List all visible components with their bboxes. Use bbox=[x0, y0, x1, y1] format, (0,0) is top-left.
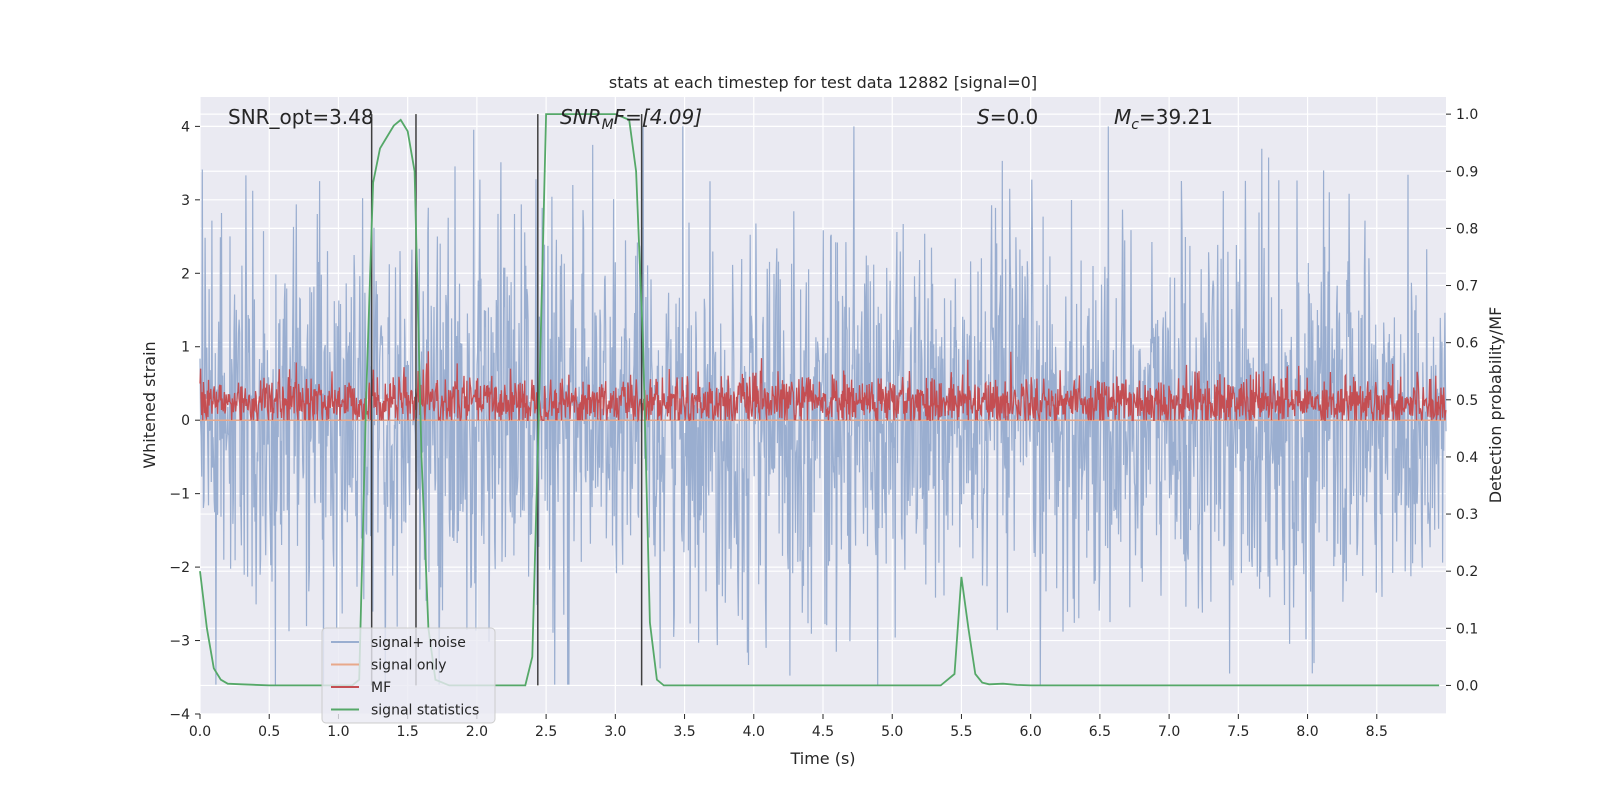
y-tick-label: −2 bbox=[169, 560, 190, 576]
y-tick-label: −1 bbox=[169, 487, 190, 503]
legend-label: signal+ noise bbox=[371, 635, 466, 651]
y-tick-label: 0 bbox=[181, 413, 190, 429]
x-tick-label: 6.5 bbox=[1089, 724, 1111, 740]
annotation-mc-tail: =39.21 bbox=[1139, 105, 1213, 129]
legend-label: MF bbox=[371, 680, 391, 696]
x-tick-label: 1.5 bbox=[397, 724, 419, 740]
y-right-tick-label: 0.5 bbox=[1456, 393, 1478, 409]
y-axis-label: Whitened strain bbox=[140, 341, 159, 468]
x-tick-label: 4.5 bbox=[812, 724, 834, 740]
x-tick-label: 1.0 bbox=[327, 724, 349, 740]
x-tick-label: 8.5 bbox=[1366, 724, 1388, 740]
x-tick-label: 7.0 bbox=[1158, 724, 1180, 740]
annotation-snr-mf-tail: F=[4.09] bbox=[614, 105, 702, 129]
y-axis-right-label: Detection probability/MF bbox=[1486, 307, 1505, 504]
annotation-snr-opt: SNR_opt=3.48 bbox=[228, 105, 374, 129]
y-right-tick-label: 0.2 bbox=[1456, 564, 1478, 580]
annotation-mc-name: M bbox=[1114, 105, 1131, 129]
x-tick-label: 5.5 bbox=[950, 724, 972, 740]
x-tick-label: 8.0 bbox=[1296, 724, 1318, 740]
annotation-s-name: S bbox=[977, 105, 990, 129]
y-tick-label: −3 bbox=[169, 634, 190, 650]
annotation-s: S=0.0 bbox=[977, 105, 1038, 129]
annotation-mc: Mc=39.21 bbox=[1114, 105, 1213, 133]
x-tick-label: 2.5 bbox=[535, 724, 557, 740]
x-tick-label: 0.5 bbox=[258, 724, 280, 740]
annotation-snr-mf: SNRMF=[4.09] bbox=[560, 105, 702, 133]
x-tick-label: 3.0 bbox=[604, 724, 626, 740]
x-tick-label: 5.0 bbox=[881, 724, 903, 740]
y-tick-label: 2 bbox=[181, 266, 190, 282]
y-axis-left: 4 3 2 1 0 −1 −2 −3 −4 bbox=[169, 119, 200, 723]
annotation-snr-mf-sub: M bbox=[602, 117, 614, 133]
x-tick-label: 3.5 bbox=[673, 724, 695, 740]
x-tick-label: 7.5 bbox=[1227, 724, 1249, 740]
y-right-tick-label: 0.4 bbox=[1456, 450, 1478, 466]
annotation-mc-sub: c bbox=[1131, 117, 1139, 133]
legend-box bbox=[321, 627, 496, 724]
annotation-snr-mf-name: SNR bbox=[560, 105, 602, 129]
y-right-tick-label: 0.9 bbox=[1456, 164, 1478, 180]
x-axis: 0.0 0.5 1.0 1.5 2.0 2.5 3.0 3.5 4.0 4.5 5.0 5.5 6.0 6… bbox=[189, 714, 1388, 740]
legend-label: signal only bbox=[371, 658, 446, 674]
y-right-tick-label: 0.6 bbox=[1456, 336, 1478, 352]
x-tick-label: 4.0 bbox=[743, 724, 765, 740]
y-right-tick-label: 0.8 bbox=[1456, 221, 1478, 237]
y-right-tick-label: 0.3 bbox=[1456, 507, 1478, 523]
legend-label: signal statistics bbox=[371, 703, 479, 719]
y-tick-label: 4 bbox=[181, 119, 190, 135]
series-mf bbox=[199, 351, 1447, 423]
y-axis-right: 1.0 0.9 0.8 0.7 0.6 0.5 0.4 0.3 0.2 0.1 0.0 bbox=[1446, 107, 1478, 694]
y-right-tick-label: 0.7 bbox=[1456, 279, 1478, 295]
y-right-tick-label: 1.0 bbox=[1456, 107, 1478, 123]
chart-title: stats at each timestep for test data 128… bbox=[609, 73, 1037, 92]
x-tick-label: 2.0 bbox=[466, 724, 488, 740]
x-tick-label: 6.0 bbox=[1020, 724, 1042, 740]
y-tick-label: 1 bbox=[181, 340, 190, 356]
annotation-s-tail: =0.0 bbox=[990, 105, 1039, 129]
y-right-tick-label: 0.1 bbox=[1456, 621, 1478, 637]
legend: signal+ noise signal only MF signal statist… bbox=[321, 627, 496, 724]
x-axis-label: Time (s) bbox=[789, 749, 855, 768]
x-tick-label: 0.0 bbox=[189, 724, 211, 740]
y-tick-label: 3 bbox=[181, 193, 190, 209]
y-tick-label: −4 bbox=[169, 707, 190, 723]
y-right-tick-label: 0.0 bbox=[1456, 678, 1478, 694]
